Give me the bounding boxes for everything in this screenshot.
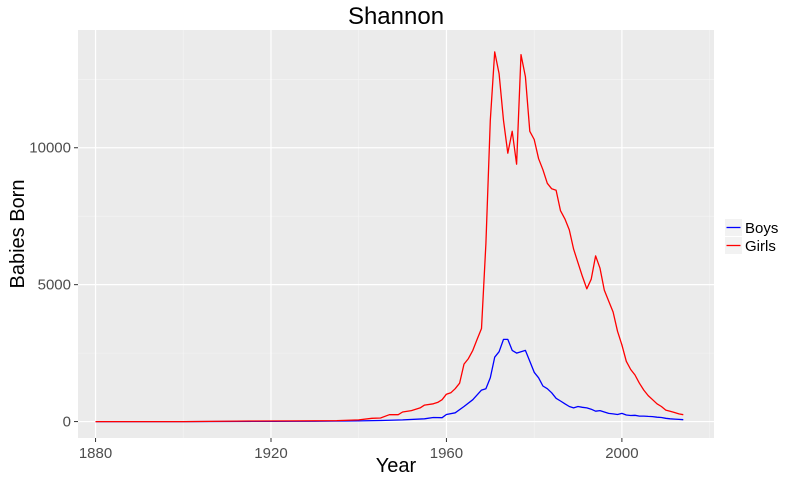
x-tick-label: 1920 bbox=[254, 445, 287, 462]
x-tick-label: 2000 bbox=[605, 445, 638, 462]
series-line-girls bbox=[95, 51, 684, 423]
grid-minor bbox=[78, 30, 714, 438]
x-tick-label: 1880 bbox=[79, 445, 112, 462]
x-axis-title: Year bbox=[376, 455, 417, 477]
y-tick-label: 0 bbox=[63, 414, 71, 431]
legend-label-boys: Boys bbox=[745, 220, 778, 237]
y-tick-label: 5000 bbox=[38, 277, 71, 294]
y-tick-label: 10000 bbox=[29, 140, 71, 157]
chart-title: Shannon bbox=[348, 3, 444, 30]
series-layer bbox=[95, 51, 684, 423]
x-tick-label: 1960 bbox=[430, 445, 463, 462]
y-axis-title: Babies Born bbox=[7, 180, 29, 289]
y-axis: 0 5000 10000 bbox=[29, 140, 78, 431]
legend-label-girls: Girls bbox=[745, 238, 776, 255]
x-axis: 1880 1920 1960 2000 bbox=[79, 438, 639, 462]
series-line-boys bbox=[95, 338, 684, 423]
plot-panel bbox=[78, 30, 714, 438]
